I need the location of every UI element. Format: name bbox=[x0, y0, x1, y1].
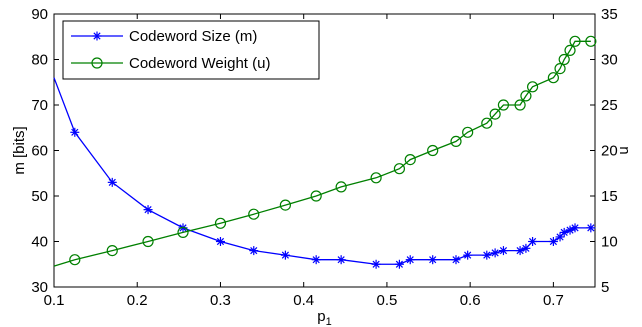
data-point-asterisk bbox=[394, 259, 404, 269]
data-point-circle bbox=[106, 245, 118, 257]
data-point-asterisk bbox=[405, 255, 415, 265]
legend-marker-asterisk bbox=[92, 31, 102, 41]
y-left-tick-label: 80 bbox=[31, 52, 48, 69]
x-tick-label: 0.4 bbox=[293, 292, 314, 309]
x-tick-label: 0.2 bbox=[127, 292, 148, 309]
y-right-tick-label: 35 bbox=[601, 6, 618, 23]
data-point-asterisk bbox=[528, 237, 538, 246]
data-point-asterisk bbox=[463, 250, 473, 260]
data-point-circle bbox=[427, 144, 439, 157]
data-point-circle bbox=[370, 172, 382, 184]
data-point-circle bbox=[526, 81, 539, 93]
y-left-tick-label: 50 bbox=[31, 188, 48, 205]
series-codeword-size bbox=[53, 77, 596, 269]
y-axis-left-label: m [bits] bbox=[11, 126, 28, 174]
y-right-tick-label: 15 bbox=[601, 188, 618, 205]
legend-label-codeword-weight: Codeword Weight (u) bbox=[129, 55, 270, 72]
data-point-asterisk bbox=[490, 248, 500, 258]
y-right-tick-label: 30 bbox=[601, 52, 618, 69]
x-tick-label: 0.1 bbox=[44, 292, 65, 309]
data-point-circle bbox=[462, 126, 474, 138]
series-codeword-weight bbox=[53, 35, 597, 267]
y-right-tick-label: 25 bbox=[601, 97, 618, 114]
data-point-circle bbox=[404, 154, 416, 166]
data-point-circle bbox=[554, 62, 566, 75]
x-tick-label: 0.7 bbox=[543, 292, 564, 309]
data-point-circle bbox=[279, 199, 291, 211]
data-point-circle bbox=[69, 254, 81, 266]
x-axis-label: p1 bbox=[317, 308, 331, 327]
data-point-asterisk bbox=[521, 243, 531, 253]
y-left-tick-label: 90 bbox=[31, 6, 48, 23]
data-point-asterisk bbox=[548, 237, 558, 246]
legend-entry-codeword-size: Codeword Size (m) bbox=[71, 28, 257, 45]
x-axis-label-main: p bbox=[317, 308, 325, 325]
axis-ticks bbox=[53, 13, 595, 288]
data-point-circle bbox=[547, 72, 559, 84]
y-right-tick-label: 20 bbox=[601, 143, 618, 160]
x-axis-label-subscript: 1 bbox=[326, 316, 332, 327]
legend-marker-circle bbox=[91, 57, 103, 69]
data-point-asterisk bbox=[70, 127, 80, 137]
y-left-tick-label: 70 bbox=[31, 97, 48, 114]
series-layer bbox=[53, 35, 597, 269]
data-point-circle bbox=[142, 235, 154, 248]
data-point-circle bbox=[520, 90, 532, 102]
data-point-asterisk bbox=[280, 250, 290, 260]
x-tick-label: 0.6 bbox=[460, 292, 481, 309]
data-point-asterisk bbox=[482, 250, 492, 260]
axis-tick-labels: 0.1 0.2 0.3 0.4 0.5 0.6 0.7 30 40 50 60 70 80 90 5 10 15… bbox=[31, 6, 617, 309]
x-axis-title: p1 bbox=[317, 308, 331, 327]
legend-label-codeword-size: Codeword Size (m) bbox=[129, 28, 257, 45]
data-point-asterisk bbox=[428, 255, 438, 265]
series-line bbox=[53, 77, 591, 265]
data-point-asterisk bbox=[498, 246, 508, 256]
data-point-circle bbox=[481, 117, 493, 129]
y-right-tick-label: 10 bbox=[601, 234, 618, 251]
data-point-asterisk bbox=[570, 223, 580, 233]
x-tick-label: 0.3 bbox=[210, 292, 231, 309]
y-left-tick-label: 40 bbox=[31, 234, 48, 251]
data-point-asterisk bbox=[586, 223, 596, 233]
data-point-asterisk bbox=[249, 246, 259, 256]
data-point-circle bbox=[564, 44, 576, 57]
data-point-circle bbox=[335, 181, 347, 193]
data-point-circle bbox=[310, 190, 322, 202]
legend: Codeword Size (m) Codeword Weight (u) bbox=[62, 20, 320, 80]
data-point-asterisk bbox=[371, 259, 381, 269]
data-point-asterisk bbox=[336, 255, 346, 265]
data-point-asterisk bbox=[215, 237, 225, 246]
data-point-circle bbox=[585, 35, 597, 47]
y-right-tick-label: 5 bbox=[601, 279, 609, 296]
data-point-circle bbox=[489, 108, 501, 120]
data-point-circle bbox=[177, 226, 189, 238]
series-line bbox=[53, 40, 591, 267]
legend-entry-codeword-weight: Codeword Weight (u) bbox=[71, 55, 270, 72]
y-left-tick-label: 30 bbox=[31, 279, 48, 296]
data-point-circle bbox=[450, 135, 462, 147]
data-point-circle bbox=[558, 53, 570, 66]
data-point-circle bbox=[497, 99, 510, 111]
data-point-circle bbox=[393, 163, 406, 175]
y-left-tick-label: 60 bbox=[31, 143, 48, 160]
data-point-asterisk bbox=[107, 177, 117, 187]
x-tick-label: 0.5 bbox=[376, 292, 397, 309]
y-axis-right-label: u bbox=[615, 146, 632, 154]
data-point-asterisk bbox=[311, 255, 321, 265]
data-point-circle bbox=[569, 35, 581, 47]
data-point-asterisk bbox=[451, 255, 461, 265]
data-point-circle bbox=[248, 208, 260, 220]
data-point-asterisk bbox=[143, 205, 153, 215]
data-point-circle bbox=[514, 99, 526, 111]
legend-box bbox=[62, 20, 320, 80]
data-point-circle bbox=[214, 217, 227, 229]
